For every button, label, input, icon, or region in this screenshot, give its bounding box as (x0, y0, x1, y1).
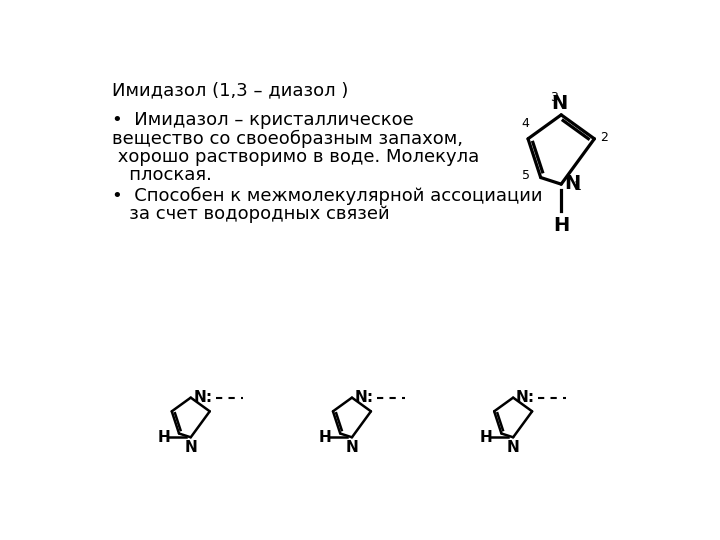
Text: H: H (480, 430, 492, 445)
Text: H: H (318, 430, 331, 445)
Text: N:: N: (355, 390, 374, 405)
Text: 3: 3 (550, 91, 558, 104)
Text: 1: 1 (574, 180, 582, 193)
Text: 4: 4 (521, 117, 529, 130)
Text: N: N (346, 440, 359, 455)
Text: N: N (552, 94, 568, 113)
Text: N: N (184, 440, 197, 455)
Text: N: N (507, 440, 520, 455)
Text: вещество со своеобразным запахом,: вещество со своеобразным запахом, (112, 130, 463, 148)
Text: Имидазол (1,3 – диазол ): Имидазол (1,3 – диазол ) (112, 82, 348, 100)
Text: 2: 2 (600, 131, 608, 144)
Text: •  Имидазол – кристаллическое: • Имидазол – кристаллическое (112, 111, 413, 129)
Text: плоская.: плоская. (112, 166, 212, 185)
Text: H: H (553, 217, 570, 235)
Text: H: H (157, 430, 170, 445)
Text: N: N (564, 174, 580, 193)
Text: 5: 5 (522, 170, 530, 183)
Text: •  Способен к межмолекулярной ассоциации: • Способен к межмолекулярной ассоциации (112, 186, 542, 205)
Text: N:: N: (194, 390, 212, 405)
Text: хорошо растворимо в воде. Молекула: хорошо растворимо в воде. Молекула (112, 148, 479, 166)
Text: за счет водородных связей: за счет водородных связей (112, 205, 390, 223)
Text: N:: N: (516, 390, 535, 405)
